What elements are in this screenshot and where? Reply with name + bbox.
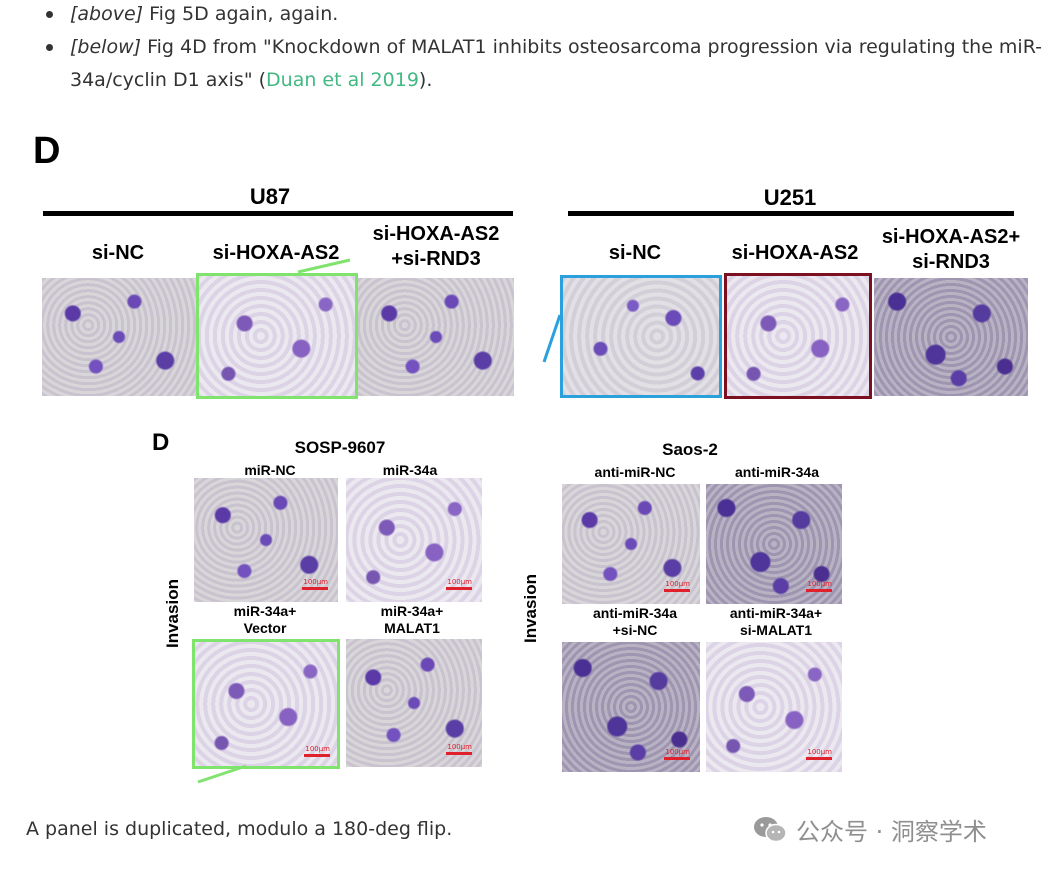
group-rule-u87 — [43, 211, 513, 216]
scalebar — [446, 752, 472, 755]
scalebar-label: 100μm — [807, 580, 832, 588]
green-connector-line-bottom — [197, 764, 247, 784]
green-connector-line — [297, 258, 351, 274]
column-label-u87-combo: si-HOXA-AS2 +si-RND3 — [372, 223, 500, 270]
group-title-u251: U251 — [763, 185, 817, 210]
micrograph-saos-si-nc: 100μm — [562, 642, 700, 772]
panel-letter-top: D — [33, 130, 61, 172]
connector-lines — [297, 258, 562, 363]
micrograph-sosp-mir-nc: 100μm — [194, 478, 338, 602]
scalebar — [806, 757, 832, 760]
group-title-u87: U87 — [249, 184, 291, 209]
caption: A panel is duplicated, modulo a 180-deg … — [26, 818, 453, 840]
column-label-u87-si-hoxa: si-HOXA-AS2 — [212, 242, 340, 264]
scalebar-label: 100μm — [665, 580, 690, 588]
scalebar — [806, 589, 832, 592]
bullet-text-below: Fig 4D from "Knockdown of MALAT1 inhibit… — [70, 36, 1042, 91]
scalebar — [304, 754, 330, 757]
micrograph-u87-combo — [358, 278, 514, 396]
micrograph-sosp-vector-highlighted: 100μm — [192, 639, 340, 769]
label-anti-mir-34a-si-nc: anti-miR-34a +si-NC — [592, 605, 678, 638]
bullet-tag-above: [above] — [70, 3, 144, 25]
micrograph-u251-combo — [874, 278, 1028, 396]
bullet-text-above: Fig 5D again, again. — [143, 3, 339, 25]
column-label-u251-combo: si-HOXA-AS2+ si-RND3 — [881, 226, 1021, 273]
scalebar-label: 100μm — [447, 743, 472, 751]
micrograph-u251-si-hoxa-highlighted — [724, 273, 872, 399]
bullet-tag-below: [below] — [70, 36, 142, 58]
scalebar-label: 100μm — [807, 748, 832, 756]
micrograph-u251-si-nc-highlighted — [560, 275, 722, 398]
micrograph-sosp-malat1: 100μm — [346, 639, 482, 767]
label-mir-34a-malat1: miR-34a+ MALAT1 — [380, 603, 444, 636]
column-label-u251-si-nc: si-NC — [608, 242, 662, 264]
label-anti-mir-34a: anti-miR-34a — [734, 464, 820, 480]
micrograph-u87-si-nc — [42, 278, 196, 396]
column-label-u87-si-nc: si-NC — [91, 242, 145, 264]
label-anti-mir-34a-si-malat1: anti-miR-34a+ si-MALAT1 — [729, 605, 823, 638]
citation-link[interactable]: Duan et al 2019 — [266, 69, 419, 91]
bullet-above: [above] Fig 5D again, again. — [44, 0, 1044, 31]
bullet-below: [below] Fig 4D from "Knockdown of MALAT1… — [44, 31, 1044, 97]
label-anti-mir-nc: anti-miR-NC — [594, 464, 676, 480]
scalebar — [664, 757, 690, 760]
micrograph-saos-si-malat1: 100μm — [706, 642, 842, 772]
watermark-text: 公众号 · 洞察学术 — [796, 818, 987, 846]
micrograph-saos-anti-mir-34a: 100μm — [706, 484, 842, 604]
group-title-saos: Saos-2 — [662, 440, 718, 459]
bullet-list: [above] Fig 5D again, again. [below] Fig… — [44, 0, 1044, 97]
scalebar — [664, 589, 690, 592]
label-mir-34a: miR-34a — [382, 462, 438, 478]
group-title-sosp: SOSP-9607 — [294, 438, 386, 457]
micrograph-u87-si-hoxa-highlighted — [196, 273, 358, 399]
wechat-icon — [754, 816, 787, 842]
scalebar — [446, 587, 472, 590]
row-label-invasion-right: Invasion — [521, 574, 540, 643]
scalebar-label: 100μm — [447, 578, 472, 586]
blue-connector-line — [542, 314, 562, 363]
watermark: 公众号 · 洞察学术 — [752, 812, 987, 847]
scalebar-label: 100μm — [305, 745, 330, 753]
label-mir-nc: miR-NC — [244, 462, 296, 478]
bullet-text-end: ). — [418, 69, 433, 91]
scalebar-label: 100μm — [665, 748, 690, 756]
micrograph-saos-anti-mir-nc: 100μm — [562, 484, 700, 604]
micrograph-sosp-mir-34a: 100μm — [346, 478, 482, 602]
group-rule-u251 — [568, 211, 1014, 216]
row-label-invasion-left: Invasion — [163, 579, 182, 648]
scalebar-label: 100μm — [303, 578, 328, 586]
scalebar — [302, 587, 328, 590]
figure-top: D U87 U251 si-NC si-HOXA-AS2 si-HOXA-AS2… — [0, 120, 1062, 410]
column-label-u251-si-hoxa: si-HOXA-AS2 — [731, 242, 859, 264]
panel-letter-bottom: D — [152, 429, 170, 456]
label-mir-34a-vector: miR-34a+ Vector — [233, 603, 297, 636]
